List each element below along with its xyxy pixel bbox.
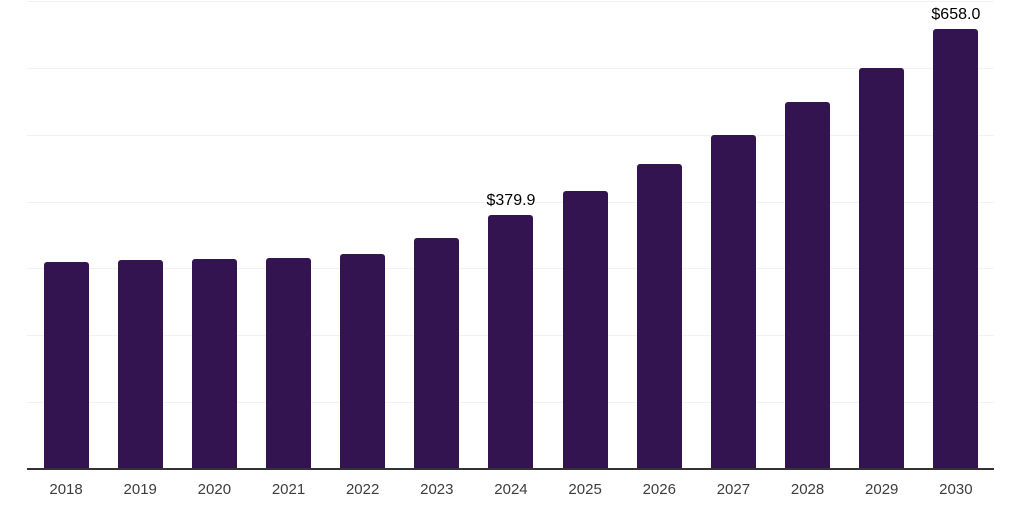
x-tick-2025: 2025: [568, 481, 602, 498]
gridline-700: [27, 1, 994, 2]
gridline-500: [27, 134, 994, 136]
gridline-400: [27, 201, 994, 203]
x-tick-2018: 2018: [49, 481, 83, 498]
x-tick-2022: 2022: [345, 481, 380, 498]
bar-2030: [933, 29, 979, 468]
x-tick-2021: 2021: [271, 481, 306, 498]
x-tick-2030: 2030: [939, 481, 973, 498]
bar-2019: [117, 259, 163, 468]
x-tick-2024: 2024: [494, 481, 528, 498]
bar-2018: [43, 261, 89, 468]
data-label-2030: $658.0: [931, 6, 981, 24]
x-tick-2028: 2028: [790, 481, 825, 498]
gridline-600: [27, 67, 994, 69]
bar-2028: [785, 102, 831, 468]
x-tick-2020: 2020: [197, 481, 232, 498]
x-tick-2019: 2019: [123, 481, 157, 498]
x-tick-2026: 2026: [642, 481, 676, 498]
bar-2020: [191, 258, 237, 468]
bar-2026: [636, 163, 682, 468]
bar-2025: [562, 190, 608, 468]
bar-2022: [340, 254, 386, 468]
x-tick-2023: 2023: [420, 481, 454, 498]
x-tick-2029: 2029: [865, 481, 899, 498]
x-tick-2027: 2027: [716, 481, 751, 498]
bar-2024: [488, 215, 534, 468]
bar-2027: [710, 134, 756, 468]
bar-2021: [266, 257, 312, 468]
bar-2029: [859, 67, 905, 468]
bar-2023: [414, 237, 460, 468]
x-axis-line: [27, 468, 994, 470]
data-label-2024: $379.9: [486, 192, 536, 209]
